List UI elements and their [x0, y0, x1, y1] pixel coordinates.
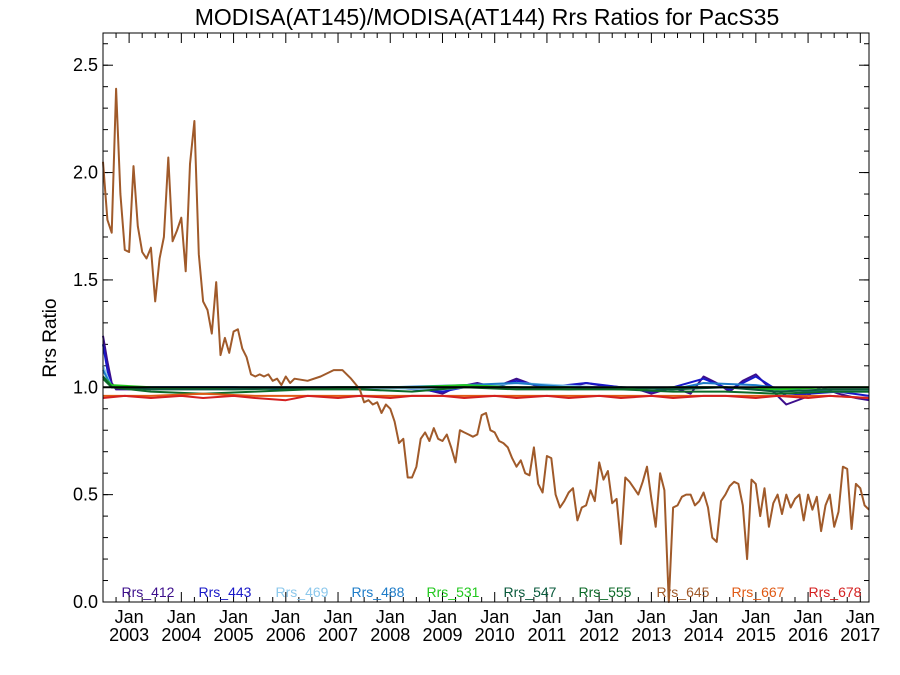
x-tick-label-year: 2010 — [475, 625, 515, 645]
x-tick-label-year: 2017 — [840, 625, 880, 645]
y-tick-label: 2.0 — [73, 163, 98, 183]
x-tick-label-month: Jan — [376, 607, 405, 627]
legend-label-rrs-469: Rrs_469 — [276, 584, 329, 600]
x-tick-label-year: 2011 — [528, 625, 567, 645]
x-tick-label-month: Jan — [115, 607, 144, 627]
x-axis: Jan2003Jan2004Jan2005Jan2006Jan2007Jan20… — [102, 33, 880, 645]
chart-title: MODISA(AT145)/MODISA(AT144) Rrs Ratios f… — [195, 4, 780, 30]
x-tick-label-year: 2014 — [684, 625, 724, 645]
x-tick-label-month: Jan — [532, 607, 561, 627]
x-tick-label-month: Jan — [480, 607, 509, 627]
legend-label-rrs-488: Rrs_488 — [352, 584, 405, 600]
x-tick-label-year: 2005 — [214, 625, 254, 645]
x-tick-label-year: 2012 — [579, 625, 619, 645]
x-tick-label-year: 2015 — [736, 625, 776, 645]
x-tick-label-year: 2003 — [109, 625, 149, 645]
x-tick-label-year: 2013 — [631, 625, 671, 645]
x-tick-label-month: Jan — [846, 607, 875, 627]
legend-label-rrs-645: Rrs_645 — [657, 584, 710, 600]
x-tick-label-month: Jan — [167, 607, 196, 627]
x-tick-label-month: Jan — [324, 607, 353, 627]
x-tick-label-month: Jan — [585, 607, 614, 627]
x-tick-label-month: Jan — [689, 607, 718, 627]
x-tick-label-month: Jan — [219, 607, 248, 627]
series-line-rrs-678 — [102, 394, 870, 402]
legend-label-rrs-667: Rrs_667 — [732, 584, 785, 600]
x-tick-label-month: Jan — [741, 607, 770, 627]
legend-label-rrs-547: Rrs_547 — [504, 584, 557, 600]
y-tick-label: 0.0 — [73, 592, 98, 612]
legend-label-rrs-531: Rrs_531 — [427, 584, 480, 600]
x-tick-label-year: 2009 — [422, 625, 462, 645]
legend-label-rrs-412: Rrs_412 — [122, 584, 175, 600]
y-tick-label: 0.5 — [73, 485, 98, 505]
x-tick-label-month: Jan — [428, 607, 457, 627]
legend: Rrs_412 Rrs_443 Rrs_469 Rrs_488 Rrs_531 Rrs_5… — [122, 584, 862, 600]
x-tick-label-month: Jan — [794, 607, 823, 627]
x-tick-label-year: 2016 — [788, 625, 828, 645]
legend-label-rrs-678: Rrs_678 — [809, 584, 862, 600]
y-axis-label: Rrs Ratio — [40, 298, 61, 377]
series-lines — [102, 87, 870, 603]
y-tick-label: 1.0 — [73, 377, 98, 397]
x-tick-label-year: 2004 — [161, 625, 201, 645]
plot-frame — [102, 32, 870, 603]
series-line-rrs-645 — [102, 87, 870, 603]
x-tick-label-month: Jan — [637, 607, 666, 627]
legend-label-rrs-443: Rrs_443 — [199, 584, 252, 600]
x-tick-label-month: Jan — [271, 607, 300, 627]
y-tick-label: 2.5 — [73, 55, 98, 75]
y-tick-label: 1.5 — [73, 270, 98, 290]
x-tick-label-year: 2007 — [318, 625, 358, 645]
x-tick-label-year: 2008 — [370, 625, 410, 645]
legend-label-rrs-555: Rrs_555 — [579, 584, 632, 600]
x-tick-label-year: 2006 — [266, 625, 306, 645]
